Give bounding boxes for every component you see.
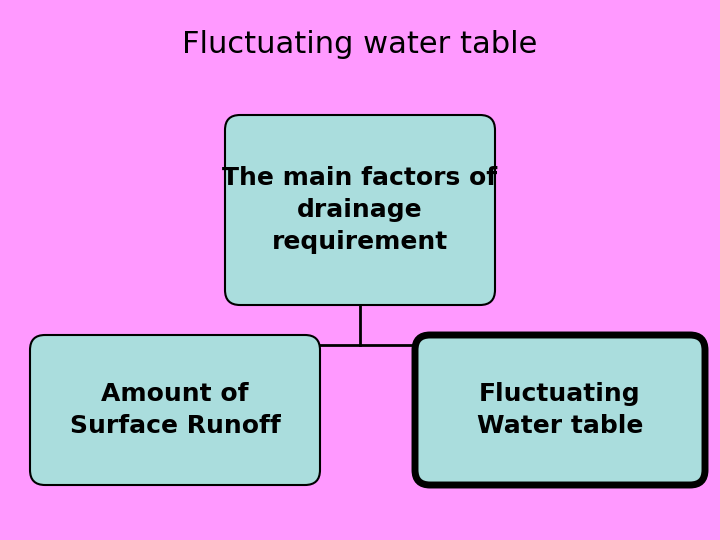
FancyBboxPatch shape bbox=[225, 115, 495, 305]
Text: Amount of
Surface Runoff: Amount of Surface Runoff bbox=[70, 382, 280, 438]
FancyBboxPatch shape bbox=[415, 335, 705, 485]
FancyBboxPatch shape bbox=[30, 335, 320, 485]
Text: Fluctuating water table: Fluctuating water table bbox=[182, 30, 538, 59]
Text: The main factors of
drainage
requirement: The main factors of drainage requirement bbox=[222, 166, 498, 254]
Text: Fluctuating
Water table: Fluctuating Water table bbox=[477, 382, 643, 438]
